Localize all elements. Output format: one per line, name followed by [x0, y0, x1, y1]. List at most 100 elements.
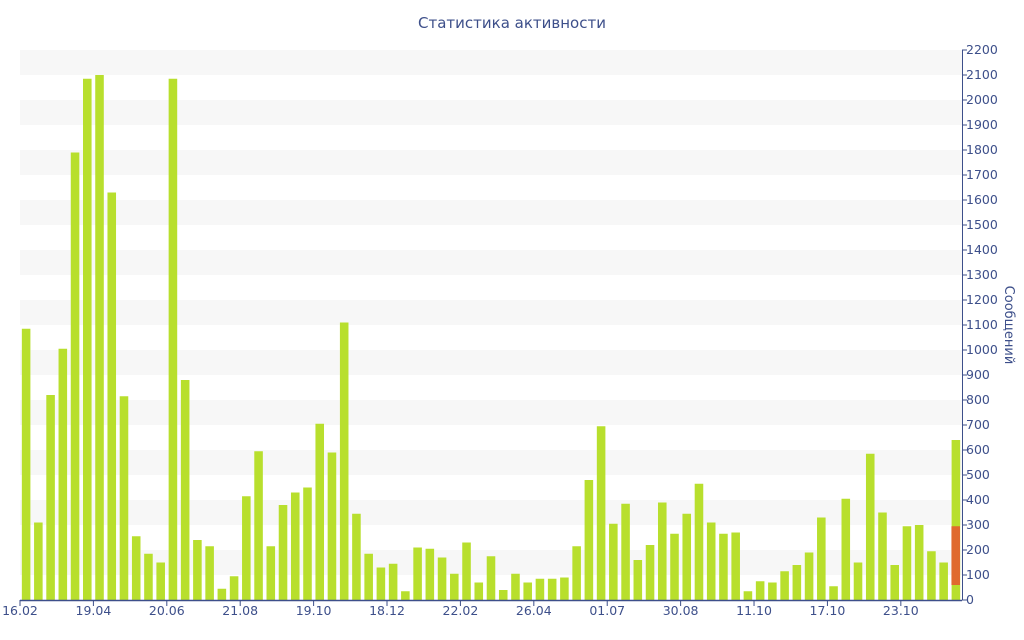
highlight-bar [951, 526, 960, 585]
y-tick-label: 0 [966, 592, 974, 607]
bar [853, 562, 863, 600]
bar [315, 423, 325, 600]
y-tick-label: 1700 [966, 167, 998, 182]
bar [633, 560, 643, 600]
bar [352, 513, 361, 600]
bar [596, 426, 606, 600]
y-tick-label: 2100 [966, 67, 998, 82]
bar [706, 522, 716, 600]
axes: 0 100 200 300 400 500 600 700 800 900 1000 1100 1200… [2, 42, 998, 618]
y-tick-label: 900 [966, 367, 990, 382]
y-tick-label: 1300 [966, 267, 998, 282]
bar [95, 75, 104, 600]
y-tick-label: 100 [966, 567, 990, 582]
x-tick-label: 30.08 [663, 603, 699, 618]
y-tick-label: 1900 [966, 117, 998, 132]
bar [768, 582, 777, 600]
bar [560, 577, 569, 600]
bar [156, 562, 165, 600]
bar [621, 503, 630, 600]
grid-band [20, 250, 962, 275]
bar [584, 480, 594, 600]
bar [70, 152, 80, 600]
y-tick-label: 1600 [966, 192, 998, 207]
y-tick-label: 1200 [966, 292, 998, 307]
bar [401, 591, 410, 600]
bar [205, 546, 214, 600]
y-tick-label: 500 [966, 467, 990, 482]
bar [413, 547, 422, 600]
bar [829, 586, 838, 600]
bar [780, 571, 789, 600]
grid-band [20, 450, 962, 475]
bar [193, 540, 202, 600]
x-tick-label: 22.02 [443, 603, 479, 618]
y-tick-label: 1500 [966, 217, 998, 232]
bar [131, 536, 141, 600]
x-tick-label: 21.08 [222, 603, 258, 618]
bar [609, 523, 618, 600]
x-tick-label: 16.02 [2, 603, 38, 618]
y-tick-label: 700 [966, 417, 990, 432]
y-tick-label: 300 [966, 517, 990, 532]
bar [657, 502, 667, 600]
bar [327, 452, 337, 600]
bar [425, 548, 435, 600]
bar [339, 322, 349, 600]
bar [229, 576, 239, 600]
bar [804, 552, 814, 600]
grid-band [20, 350, 962, 375]
x-tick-label: 20.06 [149, 603, 185, 618]
bar [266, 546, 276, 600]
bar [376, 567, 386, 600]
chart-title: Статистика активности [418, 14, 606, 32]
grid-band [20, 150, 962, 175]
bar [474, 582, 484, 600]
x-tick-label: 11.10 [736, 603, 772, 618]
bar [743, 591, 753, 600]
bar [498, 590, 508, 600]
bar [242, 496, 251, 600]
bar [254, 451, 263, 600]
bar [572, 546, 581, 600]
bar [878, 512, 887, 600]
grid-bands [20, 50, 962, 575]
bar [939, 562, 948, 600]
bar [437, 557, 447, 600]
bar [144, 553, 153, 600]
bar [682, 513, 692, 600]
bar [303, 487, 312, 600]
bar [719, 533, 728, 600]
bar [450, 573, 459, 600]
y-tick-label: 2000 [966, 92, 998, 107]
bar [645, 545, 655, 600]
bar [547, 578, 557, 600]
bar [694, 483, 704, 600]
y-tick-label: 1800 [966, 142, 998, 157]
x-tick-label: 19.04 [76, 603, 112, 618]
bar [511, 573, 520, 600]
bar [731, 532, 740, 600]
bar [914, 525, 924, 600]
x-tick-label: 18.12 [369, 603, 405, 618]
bar [865, 453, 875, 600]
bar [755, 581, 765, 600]
x-tick-label: 01.07 [589, 603, 625, 618]
grid-band [20, 200, 962, 225]
bar [217, 588, 227, 600]
bar [388, 563, 398, 600]
bar [462, 542, 471, 600]
y-tick-label: 200 [966, 542, 990, 557]
y-tick-label: 1000 [966, 342, 998, 357]
bar [486, 556, 496, 600]
bar [168, 78, 178, 600]
y-tick-label: 1100 [966, 317, 998, 332]
x-tick-label: 17.10 [810, 603, 846, 618]
bar [290, 492, 300, 600]
bar [902, 526, 912, 600]
bar [278, 505, 288, 600]
grid-band [20, 100, 962, 125]
y-tick-label: 600 [966, 442, 990, 457]
